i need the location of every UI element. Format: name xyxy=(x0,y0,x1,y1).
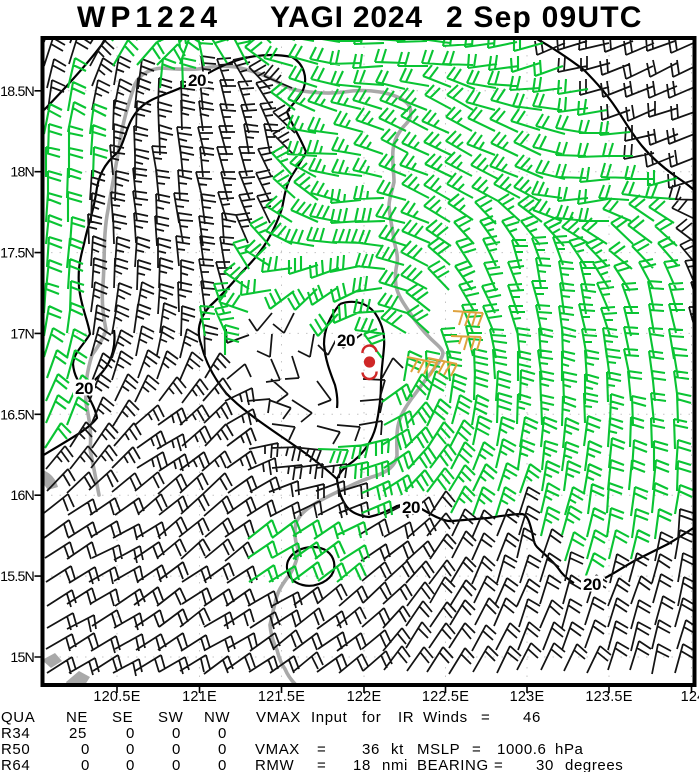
svg-text:0: 0 xyxy=(218,757,227,772)
svg-text:R64: R64 xyxy=(1,757,30,772)
svg-text:20: 20 xyxy=(188,71,206,90)
svg-text:18N: 18N xyxy=(10,165,34,181)
svg-text:nmi: nmi xyxy=(382,757,408,772)
svg-text:120.5E: 120.5E xyxy=(93,689,140,705)
svg-text:IR: IR xyxy=(398,709,414,726)
svg-text:degrees: degrees xyxy=(565,757,623,772)
svg-text:18: 18 xyxy=(353,757,371,772)
svg-text:BEARING: BEARING xyxy=(417,757,489,772)
svg-text:0: 0 xyxy=(172,741,181,758)
svg-text:0: 0 xyxy=(218,741,227,758)
svg-text:18.5N: 18.5N xyxy=(0,84,34,100)
svg-text:2 Sep 09UTC: 2 Sep 09UTC xyxy=(446,1,643,34)
svg-text:for: for xyxy=(362,709,381,726)
svg-text:121.5E: 121.5E xyxy=(258,689,305,705)
svg-text:0: 0 xyxy=(218,725,227,742)
svg-text:Input: Input xyxy=(311,709,348,726)
svg-text:=: = xyxy=(317,741,326,758)
svg-text:0: 0 xyxy=(126,757,135,772)
svg-text:VMAX: VMAX xyxy=(256,709,301,726)
svg-text:25: 25 xyxy=(69,725,87,742)
svg-text:17N: 17N xyxy=(10,326,34,342)
svg-text:20: 20 xyxy=(75,379,93,398)
svg-text:123E: 123E xyxy=(510,689,545,705)
svg-text:VMAX: VMAX xyxy=(255,741,300,758)
svg-text:R34: R34 xyxy=(1,725,30,742)
svg-text:17.5N: 17.5N xyxy=(0,246,34,262)
svg-text:122.5E: 122.5E xyxy=(422,689,469,705)
svg-text:WP1224: WP1224 xyxy=(77,1,222,34)
svg-text:36: 36 xyxy=(362,741,380,758)
svg-text:0: 0 xyxy=(126,725,135,742)
svg-text:20: 20 xyxy=(402,498,420,517)
svg-text:122E: 122E xyxy=(347,689,382,705)
svg-text:0: 0 xyxy=(81,757,90,772)
svg-text:0: 0 xyxy=(172,725,181,742)
svg-text:YAGI 2024: YAGI 2024 xyxy=(270,1,423,34)
svg-text:QUA: QUA xyxy=(1,709,35,726)
svg-text:16.5N: 16.5N xyxy=(0,407,34,423)
svg-text:16N: 16N xyxy=(10,488,34,504)
svg-text:RMW: RMW xyxy=(255,757,295,772)
svg-text:0: 0 xyxy=(172,757,181,772)
svg-text:SW: SW xyxy=(158,709,184,726)
svg-text:46: 46 xyxy=(523,709,541,726)
svg-text:=: = xyxy=(317,757,326,772)
svg-text:20: 20 xyxy=(337,331,355,350)
svg-text:NE: NE xyxy=(66,709,88,726)
svg-text:15.5N: 15.5N xyxy=(0,569,34,585)
svg-text:NW: NW xyxy=(204,709,230,726)
svg-text:=: = xyxy=(481,709,490,726)
svg-text:kt: kt xyxy=(391,741,404,758)
svg-text:=: = xyxy=(472,741,481,758)
svg-text:124: 124 xyxy=(681,689,699,705)
svg-text:121E: 121E xyxy=(182,689,217,705)
svg-text:R50: R50 xyxy=(1,741,30,758)
svg-text:=: = xyxy=(494,757,503,772)
svg-text:Winds: Winds xyxy=(423,709,468,726)
svg-text:SE: SE xyxy=(112,709,133,726)
svg-text:123.5E: 123.5E xyxy=(585,689,632,705)
svg-text:MSLP: MSLP xyxy=(417,741,460,758)
svg-text:0: 0 xyxy=(126,741,135,758)
svg-text:1000.6: 1000.6 xyxy=(497,741,546,758)
svg-text:30: 30 xyxy=(536,757,554,772)
svg-text:20: 20 xyxy=(583,575,601,594)
svg-text:0: 0 xyxy=(81,741,90,758)
svg-text:hPa: hPa xyxy=(555,741,584,758)
svg-text:15N: 15N xyxy=(10,650,34,666)
